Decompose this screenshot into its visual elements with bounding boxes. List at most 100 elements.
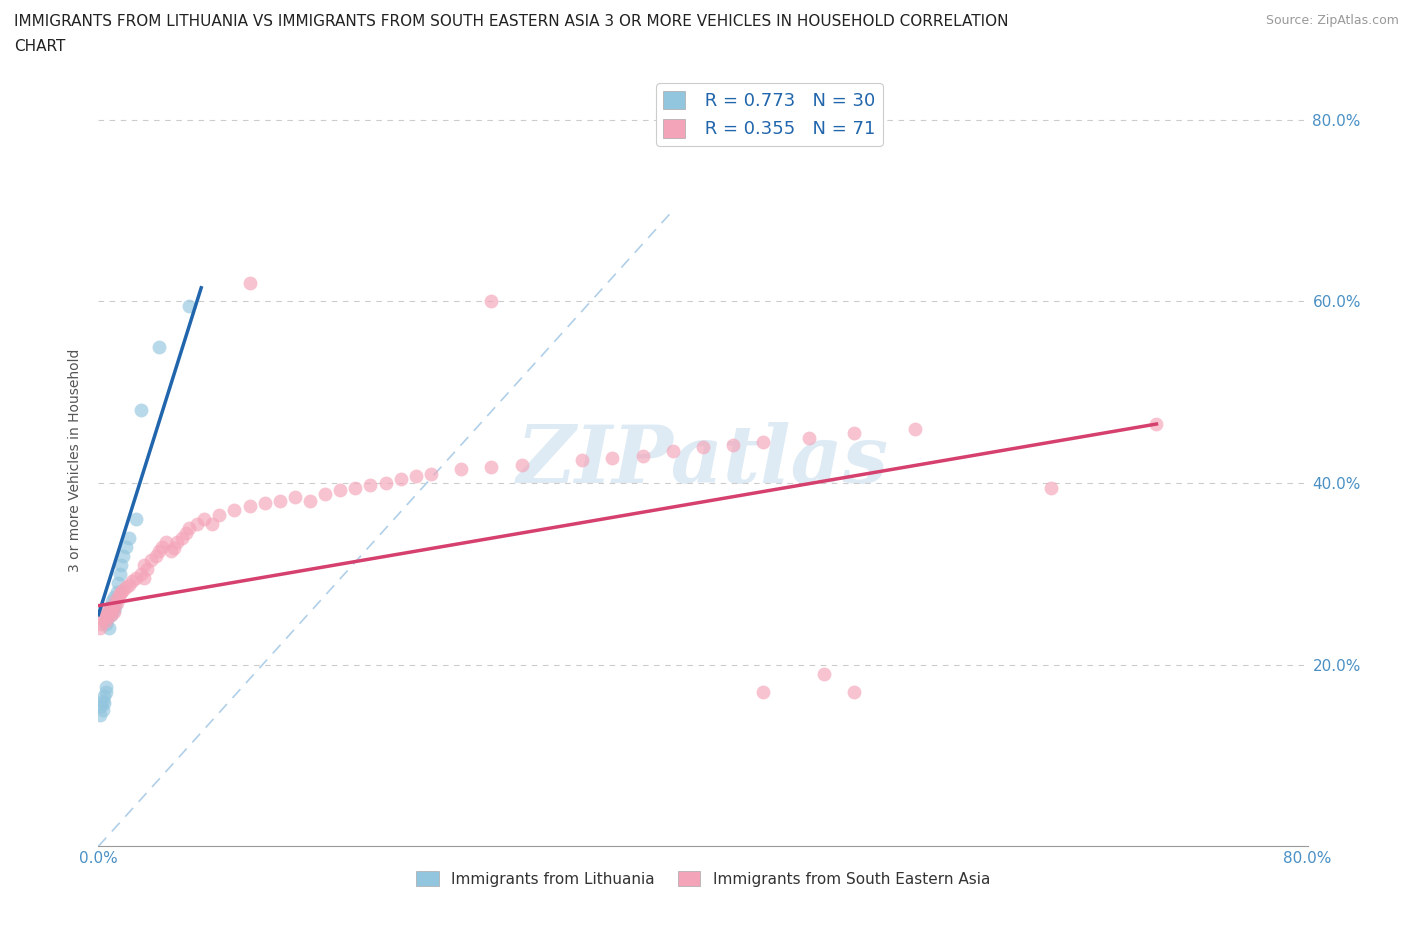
- Point: [90, 698, 112, 713]
- Point: [602, 450, 624, 465]
- Point: [904, 421, 927, 436]
- Point: [129, 566, 152, 581]
- Point: [91, 703, 114, 718]
- Point: [661, 444, 683, 458]
- Point: [103, 603, 125, 618]
- Point: [269, 494, 291, 509]
- Point: [104, 593, 127, 608]
- Point: [405, 469, 427, 484]
- Point: [329, 483, 352, 498]
- Point: [93, 689, 115, 704]
- Point: [797, 431, 820, 445]
- Point: [98, 621, 121, 636]
- Point: [89, 707, 111, 722]
- Point: [284, 489, 307, 504]
- Point: [208, 508, 231, 523]
- Point: [692, 439, 714, 454]
- Point: [481, 294, 503, 309]
- Point: [96, 612, 118, 627]
- Point: [94, 603, 117, 618]
- Point: [201, 516, 224, 531]
- Point: [344, 480, 367, 495]
- Point: [118, 578, 141, 592]
- Point: [96, 610, 118, 625]
- Y-axis label: 3 or more Vehicles in Household: 3 or more Vehicles in Household: [69, 349, 83, 572]
- Point: [98, 603, 121, 618]
- Point: [723, 437, 745, 452]
- Point: [844, 426, 866, 441]
- Point: [148, 339, 170, 354]
- Point: [132, 571, 155, 586]
- Point: [129, 403, 152, 418]
- Point: [571, 453, 593, 468]
- Point: [91, 612, 114, 627]
- Point: [752, 434, 775, 449]
- Point: [179, 521, 201, 536]
- Point: [101, 603, 124, 618]
- Point: [90, 617, 112, 631]
- Point: [150, 539, 173, 554]
- Text: ZIPatlas: ZIPatlas: [517, 421, 889, 499]
- Point: [104, 598, 127, 613]
- Point: [93, 607, 115, 622]
- Point: [107, 576, 129, 591]
- Point: [125, 571, 148, 586]
- Point: [96, 607, 118, 622]
- Point: [105, 595, 128, 610]
- Point: [145, 549, 167, 564]
- Point: [121, 574, 143, 589]
- Point: [224, 503, 246, 518]
- Point: [110, 585, 132, 600]
- Point: [510, 458, 533, 472]
- Point: [98, 604, 121, 619]
- Point: [110, 557, 132, 572]
- Point: [148, 544, 170, 559]
- Point: [101, 593, 124, 608]
- Point: [1144, 417, 1167, 432]
- Point: [752, 684, 775, 699]
- Point: [844, 684, 866, 699]
- Point: [174, 525, 197, 540]
- Text: CHART: CHART: [14, 39, 66, 54]
- Point: [125, 512, 148, 526]
- Point: [160, 544, 183, 559]
- Point: [450, 462, 472, 477]
- Point: [94, 680, 117, 695]
- Point: [155, 535, 177, 550]
- Point: [132, 557, 155, 572]
- Point: [163, 541, 186, 556]
- Point: [108, 566, 131, 581]
- Point: [107, 589, 129, 604]
- Point: [100, 607, 122, 622]
- Point: [141, 552, 163, 567]
- Text: Source: ZipAtlas.com: Source: ZipAtlas.com: [1265, 14, 1399, 27]
- Point: [253, 496, 276, 511]
- Point: [103, 598, 125, 613]
- Point: [103, 589, 125, 604]
- Point: [100, 601, 122, 616]
- Point: [170, 530, 193, 545]
- Point: [114, 539, 136, 554]
- Point: [420, 467, 443, 482]
- Point: [100, 598, 122, 613]
- Point: [239, 498, 262, 513]
- Point: [103, 604, 125, 619]
- Point: [118, 530, 141, 545]
- Point: [186, 516, 208, 531]
- Point: [94, 614, 117, 629]
- Point: [135, 562, 157, 577]
- Text: IMMIGRANTS FROM LITHUANIA VS IMMIGRANTS FROM SOUTH EASTERN ASIA 3 OR MORE VEHICL: IMMIGRANTS FROM LITHUANIA VS IMMIGRANTS …: [14, 14, 1008, 29]
- Point: [374, 475, 396, 490]
- Point: [108, 587, 131, 602]
- Point: [105, 585, 128, 600]
- Point: [89, 621, 111, 636]
- Point: [166, 535, 188, 550]
- Point: [111, 549, 134, 564]
- Point: [94, 617, 117, 631]
- Point: [1039, 480, 1062, 495]
- Point: [93, 696, 115, 711]
- Point: [193, 512, 215, 526]
- Point: [94, 684, 117, 699]
- Point: [100, 607, 122, 622]
- Point: [299, 494, 322, 509]
